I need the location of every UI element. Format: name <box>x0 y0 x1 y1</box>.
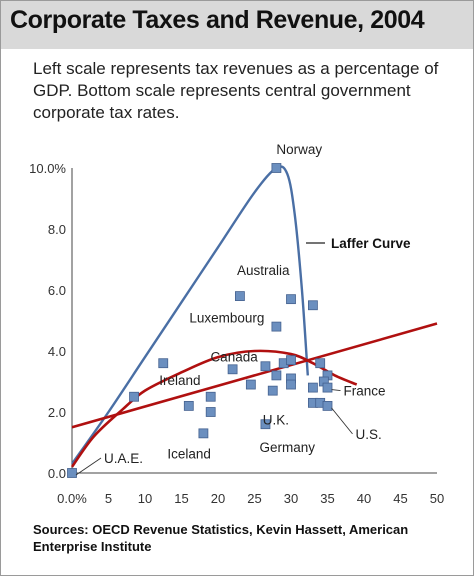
data-point <box>286 379 296 390</box>
data-point <box>198 428 209 439</box>
x-tick-label: 45 <box>393 491 407 506</box>
x-tick-label: 10 <box>138 491 152 506</box>
point-labels: U.A.E. Norway Australia Luxembourg Ireland Ca… <box>75 142 386 476</box>
data-point <box>286 355 296 366</box>
laffer-curve-line <box>71 165 309 465</box>
x-tick-label: 40 <box>357 491 371 506</box>
point-label: Luxembourg <box>189 311 264 326</box>
data-point <box>234 291 245 302</box>
data-point <box>271 163 282 173</box>
x-tick-label: 30 <box>284 491 298 506</box>
data-point <box>260 419 271 430</box>
data-point <box>315 358 326 369</box>
point-label: Australia <box>237 263 290 278</box>
data-point <box>271 370 282 381</box>
y-tick-label: 4.0 <box>48 344 66 359</box>
point-label: Ireland <box>159 373 200 388</box>
point-label: U.K. <box>263 413 289 428</box>
point-label: Iceland <box>167 446 211 461</box>
data-point <box>307 382 318 393</box>
point-label: France <box>344 384 386 399</box>
y-tick-label: 8.0 <box>48 222 66 237</box>
point-label: U.S. <box>356 427 382 442</box>
data-point <box>183 400 194 411</box>
data-point <box>322 400 333 411</box>
point-label: U.A.E. <box>104 451 143 466</box>
data-point <box>129 391 139 402</box>
data-point <box>260 361 271 372</box>
x-tick-label: 25 <box>247 491 261 506</box>
data-point <box>245 379 256 390</box>
data-point <box>67 468 77 478</box>
title-bar <box>1 1 473 49</box>
annotations: Laffer Curve <box>306 236 411 251</box>
x-tick-label: 15 <box>174 491 188 506</box>
y-tick-label: 10.0% <box>29 161 66 176</box>
data-point <box>267 385 278 396</box>
tick-labels: 0.0% 5 10 15 20 25 30 35 40 45 50 0.0 2.0 4.0 6.0 8.0 10… <box>29 161 444 506</box>
x-tick-label: 50 <box>430 491 444 506</box>
data-point <box>227 364 238 375</box>
axes <box>71 168 437 474</box>
y-tick-label: 6.0 <box>48 283 66 298</box>
x-tick-label: 5 <box>105 491 112 506</box>
label-leader-line <box>331 389 341 392</box>
data-points <box>67 163 333 478</box>
data-point <box>286 294 296 305</box>
point-label: Canada <box>210 349 258 364</box>
source-note: Sources: OECD Revenue Statistics, Kevin … <box>33 522 409 554</box>
chart-title: Corporate Taxes and Revenue, 2004 <box>10 6 425 34</box>
x-tick-label: 0.0% <box>57 491 87 506</box>
data-point <box>205 407 216 417</box>
x-tick-label: 35 <box>320 491 334 506</box>
point-label: Germany <box>259 440 315 455</box>
label-leader-line <box>75 457 102 476</box>
y-tick-label: 2.0 <box>48 405 66 420</box>
point-label: Norway <box>276 142 322 157</box>
x-tick-label: 20 <box>211 491 225 506</box>
laffer-curve-label: Laffer Curve <box>331 236 411 251</box>
y-tick-label: 0.0 <box>48 466 66 481</box>
label-leader-line <box>331 407 353 435</box>
data-point <box>322 382 333 393</box>
data-point <box>205 391 216 402</box>
data-point <box>271 321 282 332</box>
chart-subtitle: Left scale represents tax revenues as a … <box>33 59 439 122</box>
linear-fit-line <box>71 322 438 429</box>
data-point <box>158 358 169 369</box>
data-point <box>307 300 318 311</box>
